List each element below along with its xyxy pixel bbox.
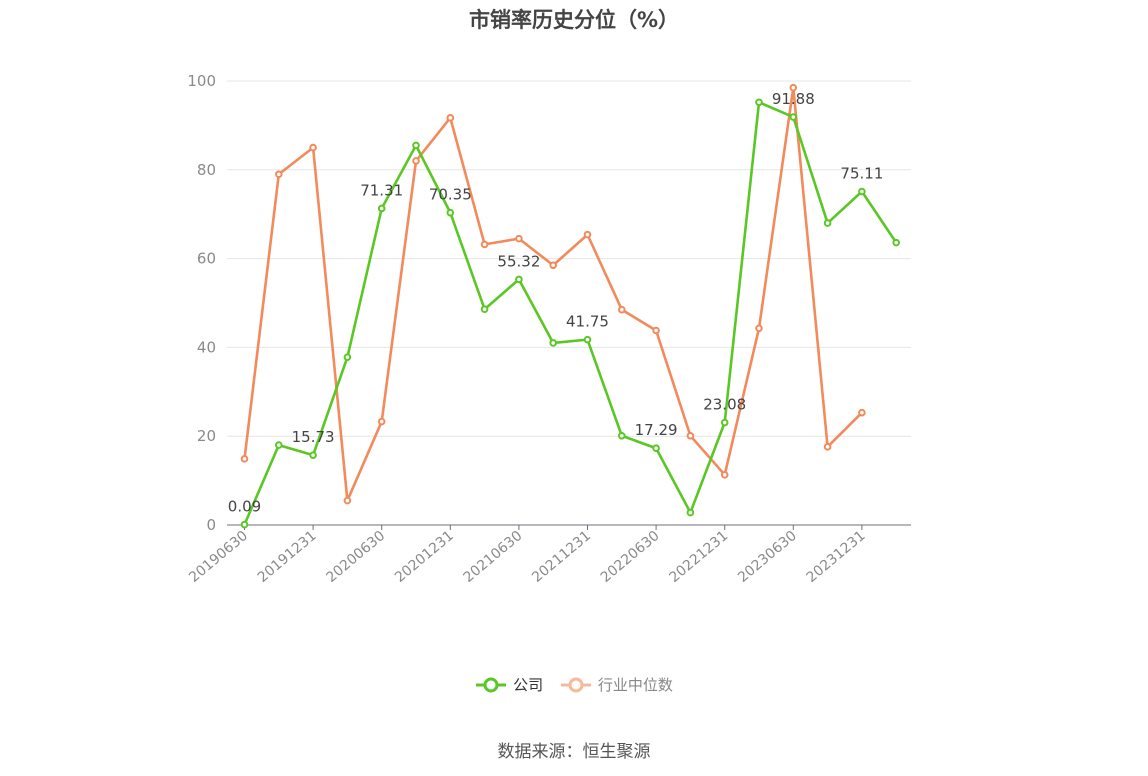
y-tick-label: 0 xyxy=(206,516,216,534)
company-data-label: 17.29 xyxy=(635,421,678,439)
company-data-point xyxy=(549,339,558,347)
legend-industry-icon xyxy=(560,677,591,692)
industry-data-point xyxy=(275,170,283,179)
industry-data-point xyxy=(515,234,523,243)
company-data-label: 15.73 xyxy=(292,428,335,446)
company-data-point xyxy=(412,141,420,150)
legend-industry-label: 行业中位数 xyxy=(597,676,673,694)
industry-data-point xyxy=(446,114,455,122)
industry-data-point xyxy=(618,305,626,314)
company-data-label: 0.09 xyxy=(228,498,261,516)
industry-data-point xyxy=(858,408,866,417)
chart-title: 市销率历史分位（%） xyxy=(468,8,680,32)
industry-data-point xyxy=(549,261,558,270)
industry-data-point xyxy=(652,326,660,335)
company-data-point xyxy=(240,520,249,529)
industry-data-point xyxy=(583,230,592,239)
company-data-label: 70.35 xyxy=(429,186,472,204)
legend-item-industry[interactable]: 行业中位数 xyxy=(560,674,673,695)
company-data-point xyxy=(446,208,455,217)
legend-company-label: 公司 xyxy=(513,676,544,694)
y-tick-label: 60 xyxy=(197,250,216,268)
legend-item-company[interactable]: 公司 xyxy=(475,674,543,695)
company-data-label: 75.11 xyxy=(840,165,883,183)
company-data-label: 91.88 xyxy=(772,90,815,108)
industry-data-point xyxy=(720,471,729,479)
company-data-label: 23.08 xyxy=(703,396,746,414)
x-tick-label: 20231231 xyxy=(804,528,869,586)
chart-plot: 0 20 40 60 80 100 20190630 20191231 20200630 2020… xyxy=(186,72,911,586)
industry-data-point xyxy=(823,443,832,451)
industry-data-point xyxy=(686,431,695,440)
company-data-point xyxy=(583,335,592,344)
company-data-point xyxy=(377,204,386,213)
y-tick-label: 20 xyxy=(197,427,216,445)
company-series-line xyxy=(243,101,898,526)
company-data-point xyxy=(755,98,763,107)
y-tick-label: 100 xyxy=(187,72,216,90)
company-data-point xyxy=(275,441,283,449)
industry-data-point xyxy=(377,417,386,426)
company-data-point xyxy=(343,353,352,361)
company-data-label: 55.32 xyxy=(497,252,540,270)
company-data-point xyxy=(858,187,866,196)
y-tick-label: 40 xyxy=(197,338,216,356)
industry-data-point xyxy=(755,324,763,333)
data-source: 数据来源：恒生聚源 xyxy=(497,742,651,762)
x-tick-label: 20221231 xyxy=(666,528,731,586)
x-tick-label: 20220630 xyxy=(598,528,663,586)
company-data-point xyxy=(309,451,317,459)
y-tick-label: 80 xyxy=(197,161,216,179)
x-tick-label: 20191231 xyxy=(255,528,320,586)
company-data-point xyxy=(480,305,489,314)
industry-data-point xyxy=(789,83,798,92)
x-tick-label: 20201231 xyxy=(392,528,457,586)
company-data-point xyxy=(720,418,729,427)
x-tick-label: 20200630 xyxy=(323,528,388,586)
company-data-point xyxy=(892,238,901,247)
industry-data-point xyxy=(240,455,249,463)
industry-data-point xyxy=(309,143,317,152)
company-data-label: 71.31 xyxy=(360,181,403,199)
legend: 公司 行业中位数 xyxy=(0,674,1148,697)
label-layer: 0.09 15.73 71.31 70.35 55.32 41.75 17.29 23.08 9… xyxy=(228,90,884,516)
x-tick-label: 20230630 xyxy=(735,528,800,586)
company-data-label: 41.75 xyxy=(566,313,609,331)
x-tick-label: 20190630 xyxy=(186,528,251,586)
industry-data-point xyxy=(480,240,489,249)
x-tick-label: 20211231 xyxy=(529,528,594,586)
company-data-point xyxy=(789,113,798,121)
axis-layer: 0 20 40 60 80 100 20190630 20191231 20200630 2020… xyxy=(186,72,911,586)
company-data-point xyxy=(686,508,695,517)
industry-series-line xyxy=(243,86,863,502)
company-data-point xyxy=(618,431,626,440)
company-data-point xyxy=(823,219,832,227)
industry-data-point xyxy=(343,496,352,505)
legend-company-icon xyxy=(476,677,507,692)
x-tick-label: 20210630 xyxy=(461,528,526,586)
company-data-point xyxy=(515,275,523,284)
industry-data-point xyxy=(412,157,420,165)
company-data-point xyxy=(652,444,660,453)
series-layer xyxy=(240,83,901,529)
